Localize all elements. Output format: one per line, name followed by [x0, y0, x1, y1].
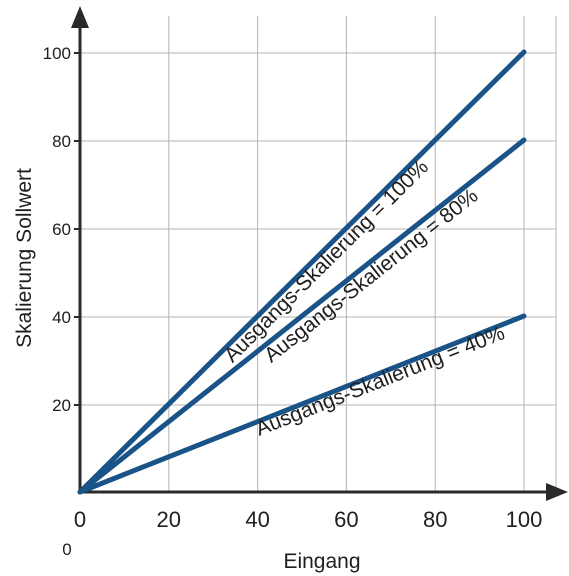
x-axis-title: Eingang	[283, 550, 360, 573]
x-tick-label: 100	[506, 507, 543, 532]
line-labels: Ausgangs-Skalierung = 100%Ausgangs-Skali…	[220, 155, 508, 440]
y-axis-arrow	[71, 6, 89, 28]
extra-zero-label: 0	[62, 540, 71, 559]
x-axis-arrow	[546, 483, 568, 501]
series-line	[77, 137, 527, 495]
y-axis-title: Skalierung Sollwert	[13, 168, 36, 348]
x-tick-label: 60	[334, 507, 358, 532]
series-lines	[77, 49, 527, 495]
x-tick-label: 40	[245, 507, 269, 532]
y-tick-label: 80	[52, 132, 71, 151]
series-line	[77, 49, 527, 495]
grid	[80, 16, 557, 492]
y-tick-label: 60	[52, 220, 71, 239]
x-tick-label: 20	[157, 507, 181, 532]
series-line	[77, 313, 527, 495]
y-tick-label: 20	[52, 396, 71, 415]
axes	[71, 6, 568, 501]
x-tick-label: 80	[423, 507, 447, 532]
y-tick-label: 40	[52, 308, 71, 327]
x-tick-label: 0	[74, 507, 86, 532]
y-tick-label: 100	[43, 44, 71, 63]
tick-labels: 20 40 60 80 100 0 20 40 60 80 100	[43, 44, 543, 532]
